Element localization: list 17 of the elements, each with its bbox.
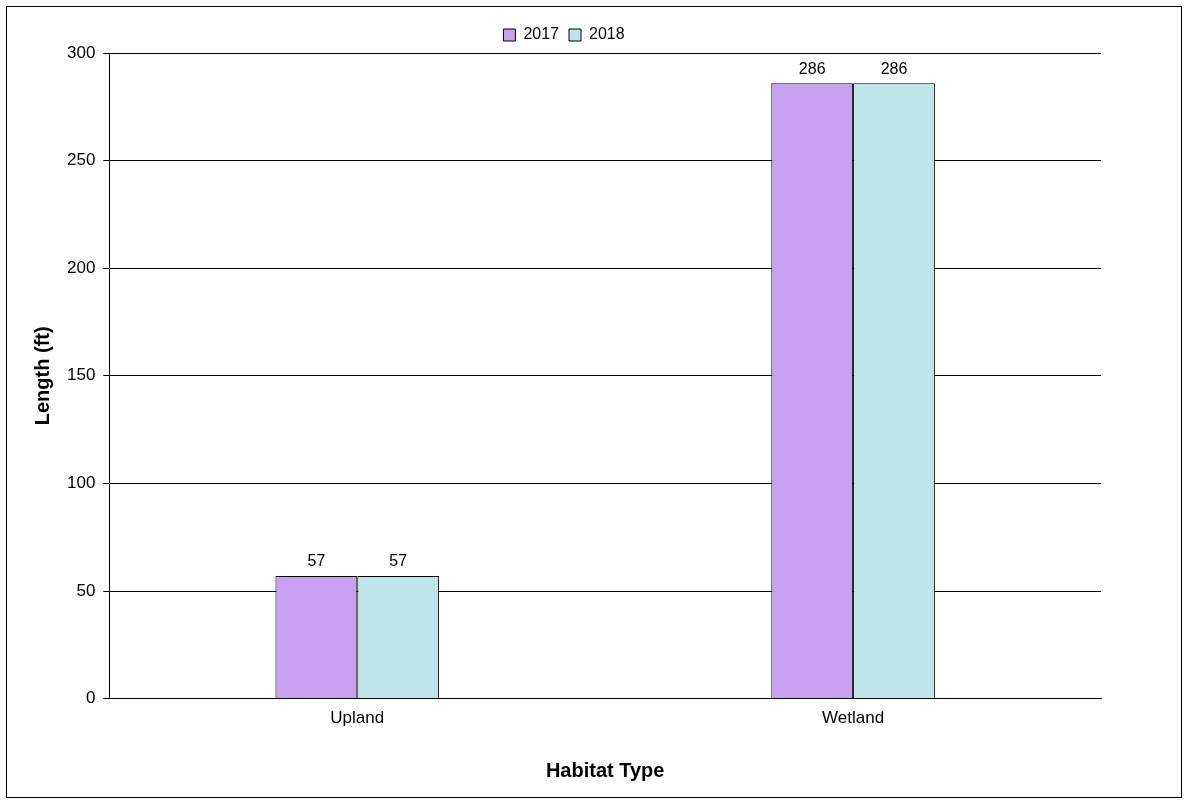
data-label: 57	[389, 552, 408, 570]
x-tick-label: Wetland	[822, 708, 885, 728]
y-tick-label: 50	[76, 580, 96, 600]
y-tick-label: 250	[66, 150, 96, 170]
y-tick-label: 150	[66, 365, 96, 385]
y-tick-label: 0	[85, 688, 96, 708]
data-label: 57	[307, 552, 326, 570]
y-tick-label: 200	[66, 257, 96, 277]
data-label: 286	[798, 59, 826, 77]
y-tick-label: 100	[66, 473, 96, 493]
legend-label: 2017	[523, 25, 560, 43]
y-tick-label: 300	[66, 42, 96, 62]
data-label: 286	[880, 59, 908, 77]
legend-label: 2018	[589, 25, 625, 43]
y-axis-title: Length (ft)	[30, 326, 53, 426]
x-tick-label: Upland	[330, 708, 385, 728]
x-axis-title: Habitat Type	[545, 758, 665, 781]
